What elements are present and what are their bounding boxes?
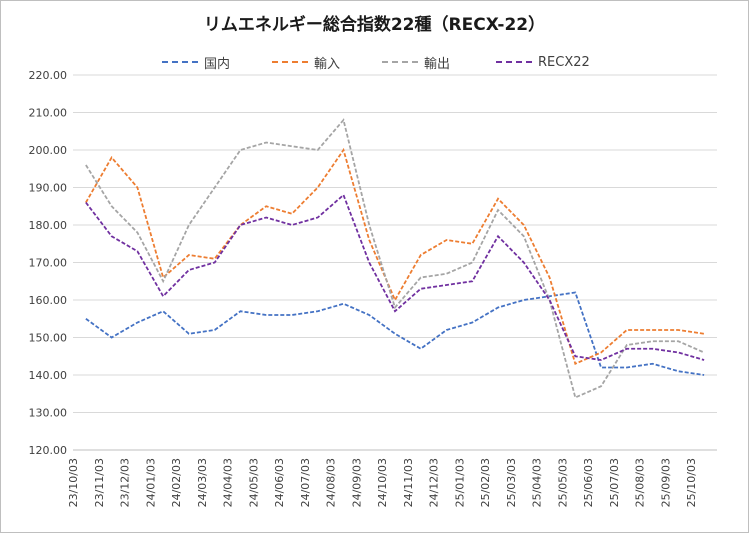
- x-tick-label: 25/04/03: [531, 458, 544, 507]
- y-tick-label: 130.00: [29, 407, 68, 420]
- x-tick-label: 23/11/03: [93, 458, 106, 507]
- legend-swatch-domestic: [162, 61, 198, 63]
- series-line-1: [85, 147, 705, 365]
- legend-item-recx22: RECX22: [496, 52, 590, 72]
- x-tick-label: 24/08/03: [325, 458, 338, 507]
- y-tick-label: 180.00: [29, 219, 68, 232]
- x-tick-label: 24/06/03: [273, 458, 286, 507]
- y-tick-label: 160.00: [29, 294, 68, 307]
- series-line-0: [85, 291, 705, 376]
- legend-swatch-export: [382, 61, 418, 63]
- legend-label-recx22: RECX22: [538, 54, 590, 70]
- x-tick-label: 24/10/03: [376, 458, 389, 507]
- legend-label-export: 輸出: [424, 56, 451, 72]
- x-tick-label: 24/01/03: [144, 458, 157, 507]
- y-tick-label: 190.00: [29, 182, 68, 195]
- x-tick-label: 25/02/03: [479, 458, 492, 507]
- legend-item-import: 輸入: [272, 52, 340, 72]
- legend-label-domestic: 国内: [204, 56, 231, 72]
- y-tick-label: 150.00: [29, 332, 68, 345]
- x-tick-label: 24/04/03: [222, 458, 235, 507]
- y-tick-label: 140.00: [29, 369, 68, 382]
- x-tick-label: 25/10/03: [685, 458, 698, 507]
- grid-lines: [73, 74, 717, 451]
- x-tick-label: 24/05/03: [247, 458, 260, 507]
- y-tick-label: 220.00: [29, 69, 68, 82]
- x-tick-label: 24/12/03: [428, 458, 441, 507]
- y-tick-label: 210.00: [29, 107, 68, 120]
- x-tick-label: 25/08/03: [634, 458, 647, 507]
- x-tick-label: 25/01/03: [453, 458, 466, 507]
- x-tick-label: 25/09/03: [659, 458, 672, 507]
- legend-swatch-import: [272, 61, 308, 63]
- x-tick-label: 24/09/03: [350, 458, 363, 507]
- legend-item-export: 輸出: [382, 52, 450, 72]
- x-tick-label: 24/02/03: [170, 458, 183, 507]
- series-line-2: [85, 118, 705, 399]
- x-tick-label: 25/03/03: [505, 458, 518, 507]
- legend-label-import: 輸入: [314, 56, 341, 72]
- chart-title: リムエネルギー総合指数22種（RECX-22）: [203, 15, 546, 35]
- chart-legend: 国内 輸入 輸出 RECX22: [0, 52, 749, 72]
- legend-item-domestic: 国内: [162, 52, 230, 72]
- y-axis: 120.00 130.00 140.00 150.00 160.00 170.00 180.…: [29, 69, 68, 457]
- legend-swatch-recx22: [496, 61, 532, 63]
- y-tick-label: 170.00: [29, 257, 68, 270]
- x-tick-label: 24/11/03: [402, 458, 415, 507]
- x-tick-label: 23/12/03: [119, 458, 132, 507]
- x-axis: 23/10/03 23/11/03 23/12/03 24/01/03 24/02/03…: [67, 449, 717, 507]
- series-lines: [85, 118, 705, 399]
- series-line-3: [85, 193, 705, 361]
- x-tick-label: 24/03/03: [196, 458, 209, 507]
- x-tick-label: 23/10/03: [67, 458, 80, 507]
- x-tick-label: 24/07/03: [299, 458, 312, 507]
- y-tick-label: 120.00: [29, 444, 68, 457]
- x-tick-label: 25/05/03: [556, 458, 569, 507]
- x-tick-label: 25/07/03: [608, 458, 621, 507]
- x-tick-label: 25/06/03: [582, 458, 595, 507]
- y-tick-label: 200.00: [29, 144, 68, 157]
